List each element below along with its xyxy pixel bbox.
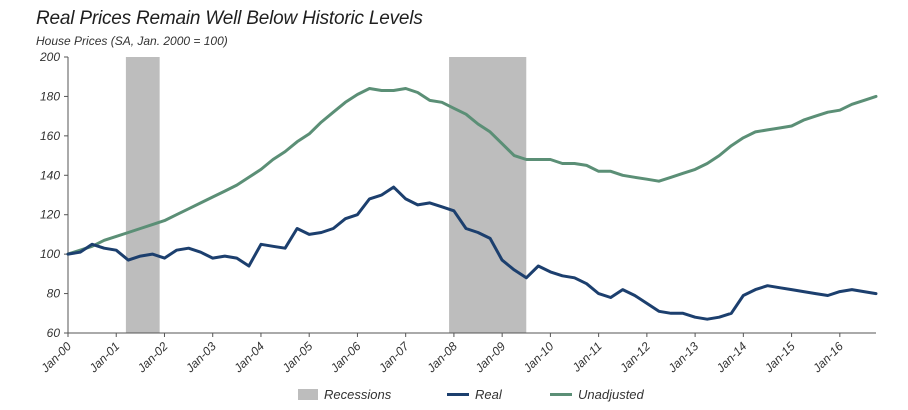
legend-label-recessions: Recessions	[324, 387, 392, 402]
x-tick-label-3: Jan-03	[182, 339, 219, 376]
legend: Recessions Real Unadjusted	[0, 387, 908, 407]
x-tick-label-6: Jan-06	[327, 339, 364, 376]
x-tick-label-16: Jan-16	[809, 339, 846, 376]
x-tick-label-8: Jan-08	[423, 339, 460, 376]
legend-item-unadjusted: Unadjusted	[550, 387, 644, 402]
x-tick-label-12: Jan-12	[616, 339, 653, 376]
unadjusted-swatch	[550, 393, 572, 396]
x-tick-label-14: Jan-14	[713, 339, 750, 376]
legend-item-recessions: Recessions	[298, 387, 391, 402]
y-tick-label-2: 100	[40, 247, 60, 261]
recession-band-1	[449, 57, 527, 333]
legend-label-unadjusted: Unadjusted	[578, 387, 644, 402]
x-tick-label-11: Jan-11	[569, 339, 605, 375]
x-tick-label-2: Jan-02	[134, 339, 171, 376]
recession-band-0	[125, 57, 160, 333]
real-swatch	[447, 393, 469, 396]
x-tick-label-13: Jan-13	[665, 339, 702, 376]
x-tick-label-15: Jan-15	[761, 339, 798, 376]
x-tick-label-7: Jan-07	[375, 338, 412, 375]
y-tick-label-5: 160	[40, 129, 60, 143]
chart-subtitle: House Prices (SA, Jan. 2000 = 100)	[36, 34, 228, 48]
x-tick-label-4: Jan-04	[231, 339, 268, 376]
legend-label-real: Real	[475, 387, 502, 402]
x-tick-label-9: Jan-09	[472, 339, 509, 376]
y-tick-label-7: 200	[39, 50, 60, 64]
legend-item-real: Real	[447, 387, 502, 402]
series-line-unadjusted	[66, 87, 878, 256]
y-tick-label-4: 140	[40, 168, 60, 182]
x-tick-label-5: Jan-05	[279, 339, 316, 376]
chart-title: Real Prices Remain Well Below Historic L…	[36, 8, 423, 29]
y-tick-label-3: 120	[40, 208, 60, 222]
x-tick-label-0: Jan-00	[38, 339, 75, 376]
x-tick-label-1: Jan-01	[86, 339, 123, 376]
y-tick-label-1: 80	[47, 287, 61, 301]
recession-bands	[125, 57, 527, 333]
recessions-swatch	[298, 389, 318, 400]
y-tick-label-0: 60	[47, 326, 61, 340]
y-tick-label-6: 180	[40, 89, 60, 103]
x-tick-label-10: Jan-10	[520, 339, 557, 376]
series-line-real	[66, 185, 878, 321]
series-lines	[66, 87, 878, 321]
